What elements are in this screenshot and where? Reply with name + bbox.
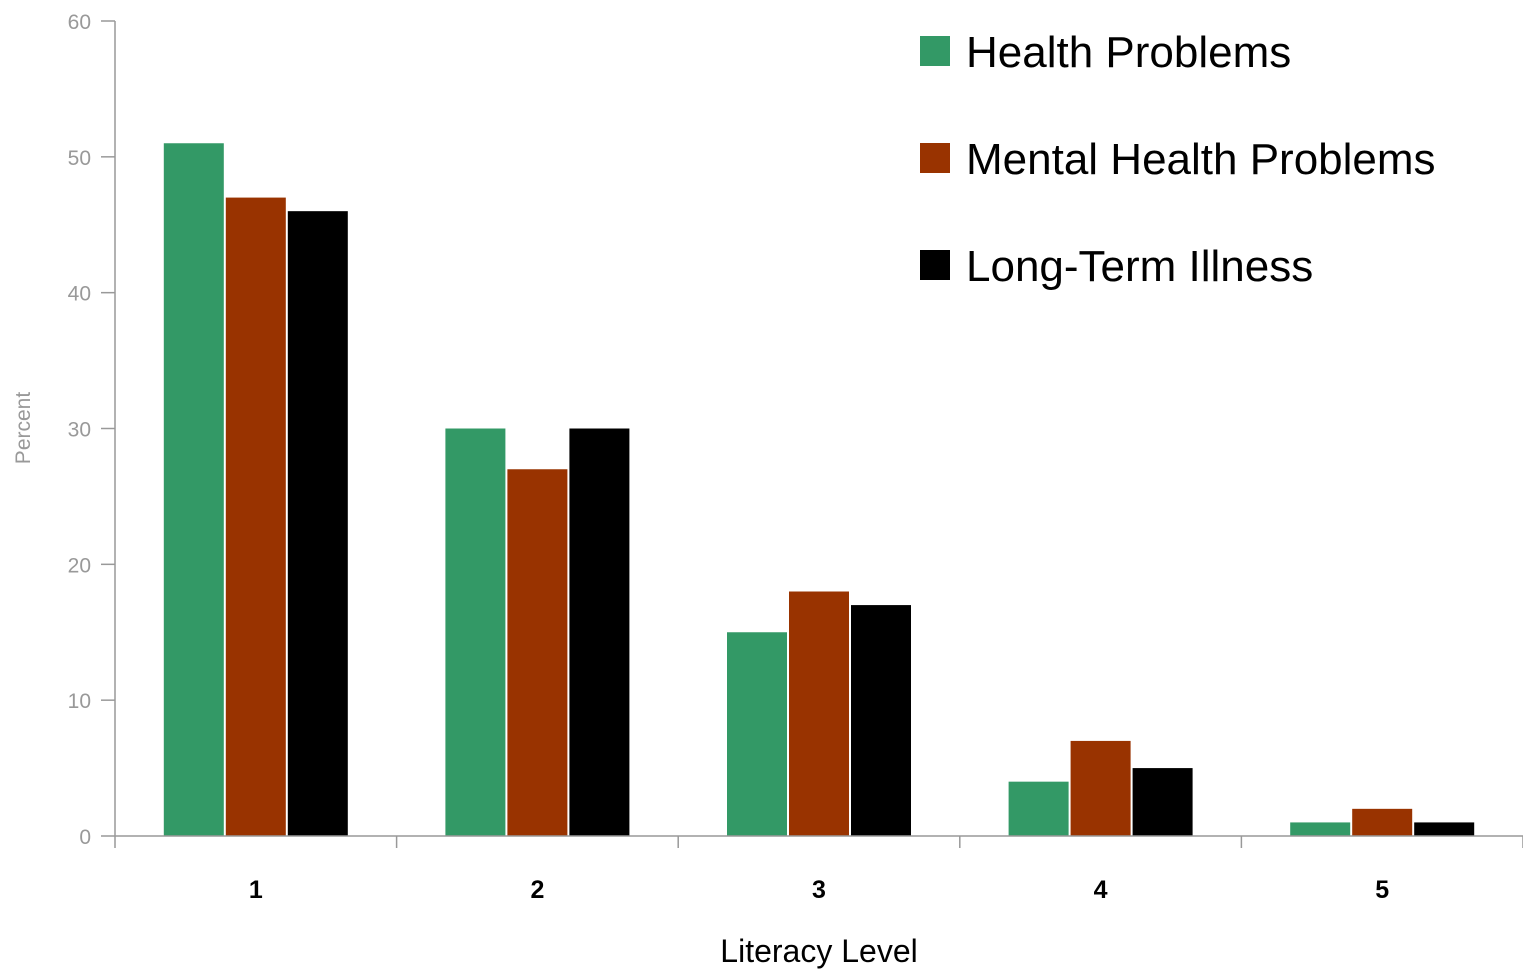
bars-layer [163, 143, 1475, 837]
bar-health-problems-level-4 [1008, 781, 1069, 836]
bar-mental-health-problems-level-5 [1352, 808, 1413, 836]
x-axis-ticks: 1 2 3 4 5 [114, 836, 1523, 904]
x-tick-label: 1 [249, 876, 263, 904]
y-tick-label: 40 [68, 283, 91, 306]
bar-health-problems-level-1 [163, 143, 224, 836]
y-tick-label: 30 [68, 419, 91, 442]
bar-mental-health-problems-level-3 [789, 591, 849, 836]
y-tick-label: 0 [79, 826, 91, 849]
bar-long-term-illness-level-2 [569, 428, 630, 836]
y-tick-label: 60 [68, 11, 91, 34]
bar-health-problems-level-3 [727, 632, 787, 836]
legend-swatch-health-problems [920, 36, 950, 66]
x-axis-title: Literacy Level [720, 933, 917, 969]
x-tick-label: 4 [1094, 876, 1108, 904]
bar-mental-health-problems-level-2 [507, 469, 568, 836]
bar-health-problems-level-5 [1290, 822, 1351, 836]
y-axis-title: Percent [12, 392, 35, 465]
y-tick-label: 50 [68, 147, 91, 170]
bar-long-term-illness-level-1 [287, 211, 348, 836]
legend-label-mental-health-problems: Mental Health Problems [966, 135, 1436, 184]
y-axis-ticks: 0 10 20 30 40 50 60 [68, 11, 115, 849]
bar-long-term-illness-level-4 [1132, 768, 1193, 836]
legend-label-long-term-illness: Long-Term Illness [966, 242, 1313, 291]
bar-long-term-illness-level-5 [1414, 822, 1475, 836]
x-tick-label: 2 [530, 876, 544, 904]
y-tick-label: 10 [68, 690, 91, 713]
bar-mental-health-problems-level-4 [1070, 740, 1131, 836]
legend: Health Problems Mental Health Problems Lon… [920, 28, 1436, 291]
legend-swatch-mental-health-problems [920, 143, 950, 173]
x-tick-label: 3 [812, 876, 826, 904]
legend-label-health-problems: Health Problems [966, 28, 1291, 77]
x-tick-label: 5 [1375, 876, 1389, 904]
bar-health-problems-level-2 [445, 428, 506, 836]
bar-mental-health-problems-level-1 [225, 197, 286, 837]
y-tick-label: 20 [68, 554, 91, 577]
legend-swatch-long-term-illness [920, 250, 950, 280]
bar-long-term-illness-level-3 [851, 605, 911, 836]
